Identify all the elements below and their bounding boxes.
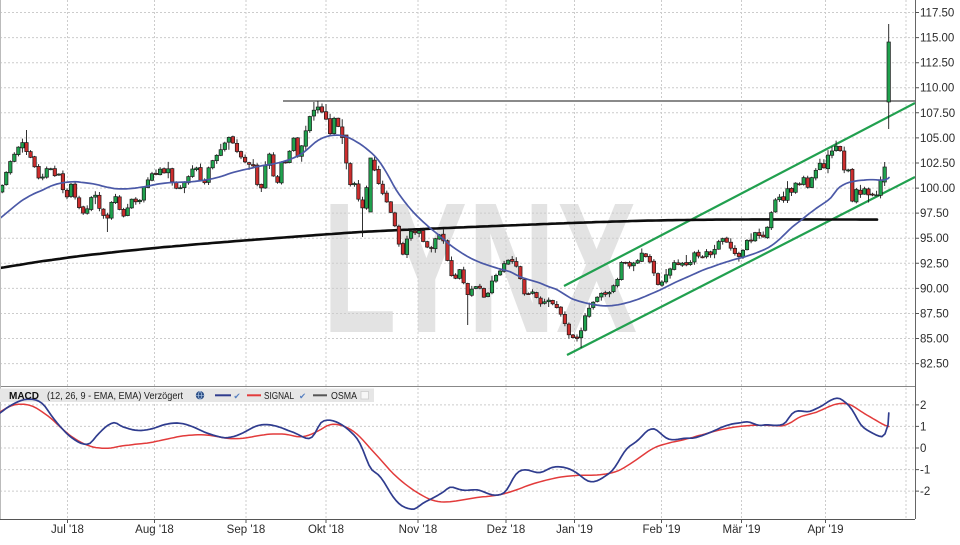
svg-text:0: 0 (920, 443, 926, 455)
svg-text:2: 2 (920, 400, 926, 412)
svg-text:97.50: 97.50 (920, 208, 949, 220)
svg-text:82.50: 82.50 (920, 359, 949, 371)
svg-text:MACD: MACD (9, 391, 39, 402)
svg-text:LYNX: LYNX (322, 165, 637, 372)
svg-text:Apr '19: Apr '19 (807, 524, 843, 536)
svg-text:OSMA: OSMA (331, 391, 357, 402)
svg-text:95.00: 95.00 (920, 233, 949, 245)
svg-text:(12, 26, 9 - EMA, EMA) Verzöge: (12, 26, 9 - EMA, EMA) Verzögert (47, 391, 183, 402)
svg-text:105.00: 105.00 (920, 133, 955, 145)
svg-text:Nov '18: Nov '18 (399, 524, 438, 536)
svg-text:92.50: 92.50 (920, 258, 949, 270)
svg-text:117.50: 117.50 (920, 8, 954, 20)
svg-text:Jan '19: Jan '19 (556, 524, 593, 536)
svg-text:Mär '19: Mär '19 (723, 524, 761, 536)
svg-text:112.50: 112.50 (920, 58, 954, 70)
svg-text:110.00: 110.00 (920, 83, 954, 95)
svg-text:1: 1 (920, 421, 926, 433)
svg-text:-2: -2 (920, 486, 930, 498)
svg-text:Jul '18: Jul '18 (51, 524, 84, 536)
svg-text:100.00: 100.00 (920, 183, 955, 195)
svg-text:102.50: 102.50 (920, 158, 955, 170)
svg-text:90.00: 90.00 (920, 283, 949, 295)
svg-text:115.00: 115.00 (920, 33, 954, 45)
svg-text:Feb '19: Feb '19 (643, 524, 681, 536)
svg-text:107.50: 107.50 (920, 108, 955, 120)
svg-text:SIGNAL: SIGNAL (264, 391, 294, 402)
svg-text:87.50: 87.50 (920, 309, 949, 321)
svg-text:-1: -1 (920, 465, 930, 477)
svg-text:Okt '18: Okt '18 (308, 524, 344, 536)
svg-text:✔: ✔ (234, 391, 241, 401)
svg-text:Aug '18: Aug '18 (135, 524, 174, 536)
svg-text:✔: ✔ (299, 391, 306, 401)
svg-text:Dez '18: Dez '18 (487, 524, 526, 536)
svg-text:Sep '18: Sep '18 (227, 524, 266, 536)
svg-text:85.00: 85.00 (920, 334, 949, 346)
